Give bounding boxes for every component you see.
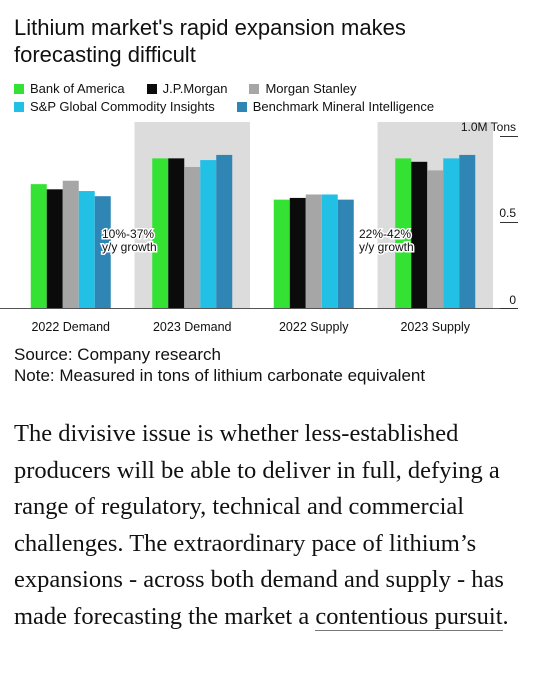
legend-swatch-benchmark	[236, 102, 247, 112]
bar-2022-demand-series-1	[30, 184, 47, 308]
article-paragraph: The divisive issue is whether less-estab…	[14, 416, 534, 636]
bar-2023-supply-series-3	[427, 170, 444, 308]
legend-label: S&P Global Commodity Insights	[30, 99, 215, 114]
y-tick-label: 0	[509, 293, 516, 307]
x-tick-label: 2022 Demand	[31, 320, 110, 334]
x-tick-label: 2023 Demand	[153, 320, 232, 334]
growth-annotation-range: 22%-42%	[359, 227, 411, 241]
bar-2022-demand-series-5	[94, 196, 111, 308]
legend-label: Morgan Stanley	[265, 81, 357, 96]
contentious-pursuit-link[interactable]: contentious pursuit	[315, 602, 503, 631]
bar-2023-demand-series-2	[168, 158, 185, 308]
bar-2023-supply-series-5	[459, 154, 476, 308]
growth-annotation-range: 10%-37%	[102, 227, 154, 241]
legend-swatch-morgan-stanley	[249, 84, 260, 94]
bar-2022-demand-series-3	[62, 180, 79, 308]
bar-2022-supply-series-3	[305, 194, 322, 308]
y-tick-label: 1.0M Tons	[461, 120, 516, 134]
legend-swatch-bank-of-america	[14, 84, 24, 94]
growth-annotation-label: y/y growth	[102, 240, 157, 254]
bar-2023-supply-series-4	[443, 158, 460, 308]
bar-2022-demand-series-4	[78, 191, 95, 308]
legend-label: Benchmark Mineral Intelligence	[252, 99, 435, 114]
legend-swatch-jpmorgan	[146, 84, 157, 94]
chart-legend: Bank of America J.P.Morgan Morgan Stanle…	[14, 80, 534, 116]
bar-2022-supply-series-4	[321, 194, 338, 308]
legend-item-sp-global: S&P Global Commodity Insights	[14, 98, 215, 116]
x-tick-label: 2022 Supply	[279, 320, 349, 334]
legend-item-bank-of-america: Bank of America	[14, 80, 125, 98]
bar-2023-demand-series-4	[200, 160, 217, 308]
growth-annotation-label: y/y growth	[359, 240, 414, 254]
measurement-note: Note: Measured in tons of lithium carbon…	[14, 366, 426, 385]
bar-2023-supply-series-1	[395, 158, 412, 308]
legend-row-2: S&P Global Commodity Insights Benchmark …	[14, 98, 534, 116]
article-text: The divisive issue is whether less-estab…	[14, 420, 504, 630]
legend-label: J.P.Morgan	[162, 81, 228, 96]
bar-2022-supply-series-1	[273, 199, 290, 308]
legend-label: Bank of America	[30, 81, 125, 96]
legend-item-morgan-stanley: Morgan Stanley	[249, 80, 357, 98]
bar-2023-demand-series-5	[216, 154, 233, 308]
legend-swatch-sp-global	[14, 102, 24, 112]
chart-title: Lithium market's rapid expansion makes f…	[14, 15, 406, 67]
x-tick-label: 2023 Supply	[400, 320, 470, 334]
bar-chart: 2022 Demand 2023 Demand 2022 Supply 2023 Su…	[0, 120, 518, 334]
article-text-end: .	[502, 602, 509, 630]
source-note: Source: Company research	[14, 345, 221, 364]
bar-2023-supply-series-2	[411, 161, 428, 308]
bar-2022-supply-series-5	[337, 199, 354, 308]
legend-item-benchmark: Benchmark Mineral Intelligence	[236, 98, 435, 116]
bar-2023-demand-series-1	[152, 158, 169, 308]
bar-2022-demand-series-2	[46, 189, 63, 308]
bar-2023-demand-series-3	[184, 166, 201, 308]
legend-row-1: Bank of America J.P.Morgan Morgan Stanle…	[14, 80, 534, 98]
bar-2022-supply-series-2	[289, 197, 306, 308]
legend-item-jpmorgan: J.P.Morgan	[146, 80, 228, 98]
chart-footer: Source: Company research Note: Measured …	[14, 344, 534, 386]
y-tick-label: 0.5	[499, 206, 516, 220]
